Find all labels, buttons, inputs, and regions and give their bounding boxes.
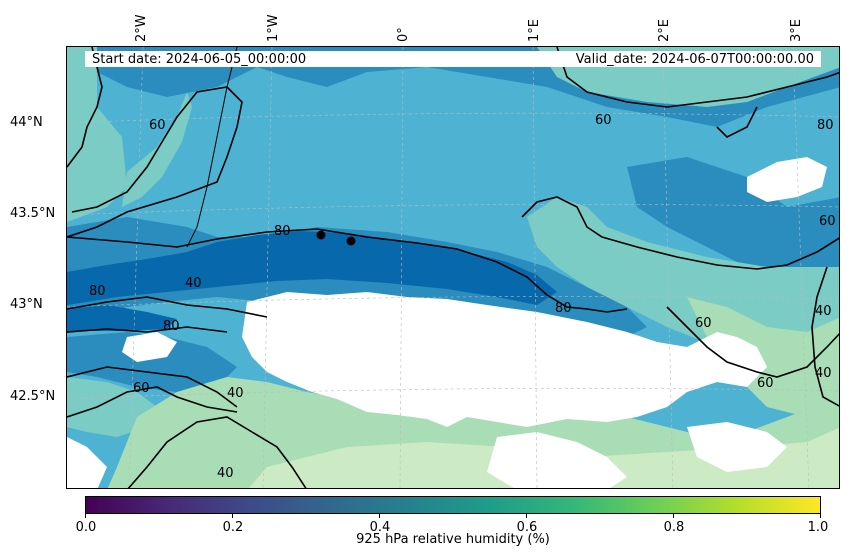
contour-label: 60 [695, 316, 712, 331]
boundary-lines [186, 47, 238, 248]
lat-label-42-5n: 42.5°N [10, 389, 56, 404]
lon-label-0: 0° [396, 27, 411, 42]
contour-label: 60 [133, 381, 150, 396]
colorbar-tick-06: 0.6 [516, 520, 538, 535]
colorbar-tickmark [673, 514, 674, 518]
contour-label: 80 [555, 301, 572, 316]
humidity-map: 80 80 80 80 60 60 60 60 60 60 40 40 40 4… [67, 47, 839, 488]
colorbar-tickmark [232, 514, 233, 518]
contour-label: 80 [89, 284, 106, 299]
colorbar [85, 496, 821, 514]
fill-none-south-2 [487, 432, 627, 488]
fill-low-east [687, 297, 839, 417]
contour-label: 40 [815, 304, 832, 319]
start-date-label: Start date: 2024-06-05_00:00:00 [92, 52, 307, 67]
fill-mid-southwest [67, 377, 157, 437]
contour-label: 80 [163, 319, 180, 334]
contour-label: 60 [757, 376, 774, 391]
fill-high-east [627, 157, 839, 277]
contour-label: 60 [819, 214, 836, 229]
colorbar-label: 925 hPa relative humidity (%) [356, 532, 550, 547]
contour-lines [67, 47, 839, 488]
colorbar-tickmark [820, 514, 821, 518]
fill-none-southwest [67, 437, 107, 488]
date-label-band [85, 51, 821, 67]
fill-none-west [122, 332, 177, 362]
colorbar-tickmark [526, 514, 527, 518]
lat-label-44n: 44°N [10, 115, 43, 130]
lon-label-1e: 1°E [527, 19, 542, 42]
fill-high-south-west [67, 332, 237, 392]
fill-none-east [747, 157, 827, 202]
lat-label-43n: 43°N [10, 297, 43, 312]
lon-label-2w: 2°W [134, 14, 149, 42]
contour-label: 80 [817, 118, 834, 133]
colorbar-tick-08: 0.8 [663, 520, 685, 535]
colorbar-tick-1: 1.0 [807, 520, 829, 535]
colorbar-tick-02: 0.2 [222, 520, 244, 535]
lon-label-1w: 1°W [266, 14, 281, 42]
colorbar-tick-0: 0.0 [75, 520, 97, 535]
colorbar-tickmark [85, 514, 86, 518]
station-marker-2[interactable] [346, 236, 356, 246]
contour-label: 40 [217, 466, 234, 481]
contour-label: 60 [595, 113, 612, 128]
contour-label: 40 [227, 386, 244, 401]
map-panel[interactable]: 80 80 80 80 60 60 60 60 60 60 40 40 40 4… [66, 46, 840, 489]
colorbar-tick-04: 0.4 [369, 520, 391, 535]
contour-label: 40 [185, 276, 202, 291]
fill-mid-northwest [67, 47, 127, 222]
contour-label: 40 [815, 366, 832, 381]
fill-none-south [242, 292, 767, 427]
contour-label: 60 [149, 118, 166, 133]
lon-label-3e: 3°E [789, 19, 804, 42]
contour-label: 80 [274, 224, 291, 239]
fill-none-south-3 [687, 422, 787, 472]
colorbar-tickmark [379, 514, 380, 518]
contour-labels: 80 80 80 80 60 60 60 60 60 60 40 40 40 4… [89, 113, 836, 481]
lon-label-2e: 2°E [657, 19, 672, 42]
lat-label-43-5n: 43.5°N [10, 206, 56, 221]
valid-date-label: Valid_date: 2024-06-07T00:00:00.00 [575, 52, 814, 67]
station-marker-1[interactable] [316, 230, 326, 240]
fill-very-high-band [67, 231, 557, 305]
fill-very-high-west [67, 305, 177, 333]
